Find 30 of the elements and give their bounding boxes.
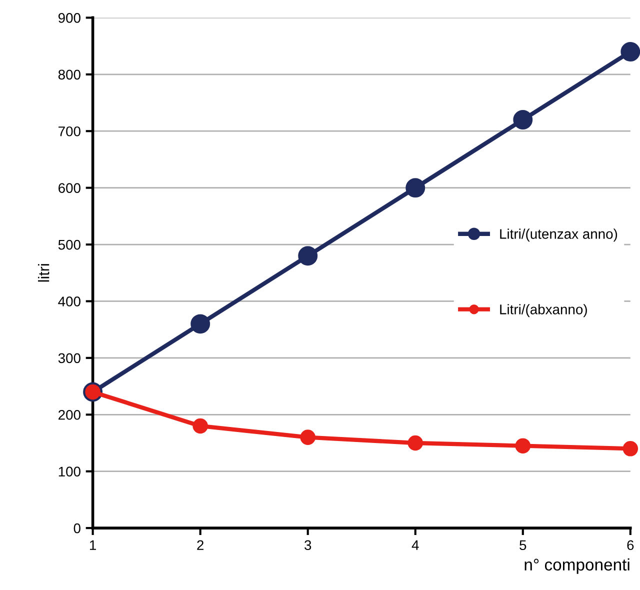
point [515,438,531,454]
y-tick-label: 300 [58,353,80,364]
x-tick-label: 4 [412,540,419,550]
y-tick-label: 400 [58,296,80,306]
point [298,246,318,266]
x-axis-title: n° componenti [524,558,630,574]
x-tick-label: 2 [197,540,204,550]
point [513,110,533,130]
y-axis-title: litri [38,264,50,282]
point [408,435,423,451]
point [406,178,426,198]
y-tick-label: 100 [58,466,80,477]
legend-label: Litri/(abxanno) [500,304,587,318]
y-tick-label: 600 [58,183,80,193]
x-tick-label: 3 [304,540,312,550]
y-tick-label: 200 [58,410,80,420]
point [192,418,208,434]
y-tick-label: 900 [58,13,80,23]
legend-label: Litri/(utenzax anno) [500,228,618,242]
y-tick-label: 700 [58,126,80,136]
y-tick-label: 500 [58,240,80,250]
point [190,314,210,334]
x-tick-label: 1 [90,540,96,550]
point [620,42,640,62]
x-tick-label: 6 [627,540,634,550]
y-tick-label: 800 [58,70,80,80]
point [300,430,316,445]
y-tick-label: 0 [74,523,80,534]
point [622,441,638,456]
x-tick-label: 5 [520,540,526,550]
